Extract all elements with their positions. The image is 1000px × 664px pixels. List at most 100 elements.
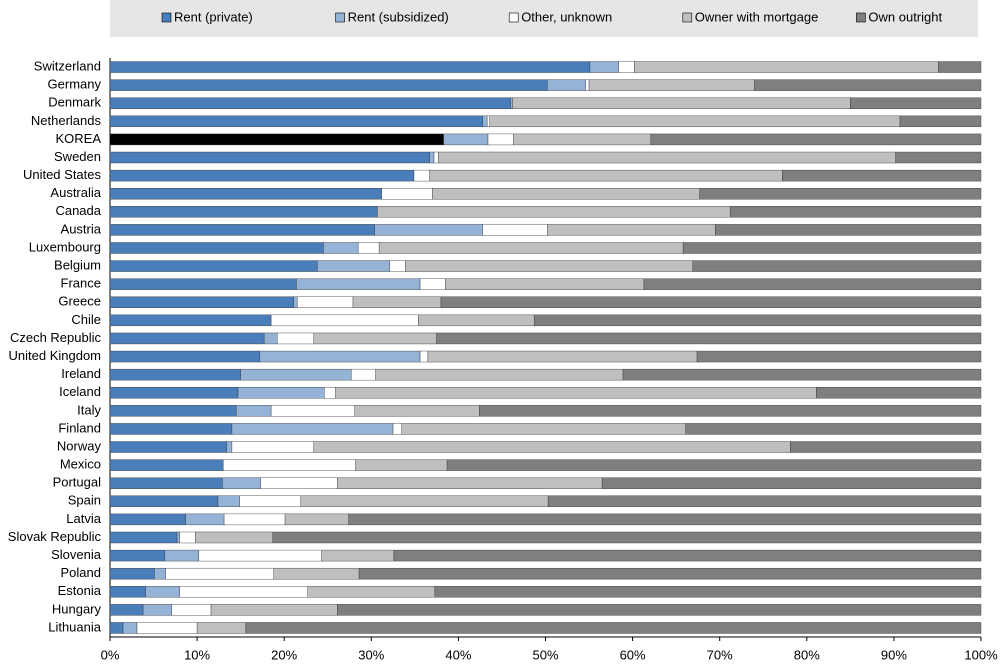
y-tick-label: Chile [71, 312, 101, 327]
bar-segment [109, 188, 382, 200]
bar-segment [782, 169, 982, 182]
bar-segment [109, 332, 265, 345]
bar-segment [297, 296, 354, 308]
bar-segment [239, 495, 301, 507]
bar-segment [375, 368, 624, 381]
bar-segment [547, 495, 982, 507]
bar-segment [223, 459, 356, 471]
bar-segment [109, 224, 375, 236]
bar-segment [729, 206, 982, 218]
y-tick-label: Denmark [48, 95, 101, 110]
bar-segment [696, 350, 982, 363]
y-tick-label: France [61, 276, 101, 291]
y-tick-label: Latvia [66, 511, 101, 526]
bar-segment [109, 423, 233, 435]
legend-label: Own outright [868, 9, 942, 24]
bar-segment [754, 79, 982, 91]
bar-segment [446, 459, 982, 471]
bar-segment [171, 604, 212, 616]
bar-segment [109, 169, 415, 182]
bar-segment [307, 586, 436, 598]
bar-segment [643, 278, 982, 290]
bar-segment [296, 278, 421, 290]
y-tick-label: Norway [57, 438, 102, 453]
bar-segment [405, 260, 693, 272]
bar-segment [263, 332, 278, 345]
y-tick-label: Belgium [54, 258, 101, 273]
bar-segment [358, 567, 982, 580]
bar-segment [433, 151, 439, 164]
bar-segment [337, 477, 603, 489]
legend-swatch [682, 12, 693, 23]
bar-segment [440, 296, 982, 308]
x-tick-label: 20% [271, 647, 297, 662]
bar-segment [313, 441, 791, 453]
bar-segment [109, 206, 378, 218]
bar-segment [377, 206, 731, 218]
legend-swatch [856, 12, 866, 23]
y-tick-label: Poland [61, 565, 101, 580]
legend-box [110, 0, 978, 37]
y-tick-label: KOREA [55, 131, 101, 146]
y-tick-label: Italy [77, 402, 101, 417]
bar-segment [588, 79, 755, 91]
bar-segment [512, 97, 851, 109]
bar-segment [482, 115, 488, 128]
bar-segment [533, 314, 982, 327]
bar-segment [109, 115, 483, 128]
bar-segment [179, 531, 196, 544]
bar-segment [260, 477, 338, 489]
bar-segment [277, 332, 315, 345]
bar-segment [374, 224, 483, 236]
legend-swatch [508, 12, 519, 23]
bar-segment [445, 278, 645, 290]
bar-segment [816, 387, 982, 399]
bar-segment [585, 79, 590, 91]
bar-segment [354, 405, 480, 417]
bar-segment [313, 332, 437, 345]
bar-segment [142, 604, 173, 616]
bar-segment [389, 260, 406, 272]
bar-segment [432, 188, 700, 200]
bar-segment [222, 477, 261, 489]
bar-segment [317, 260, 390, 272]
bar-segment [429, 151, 435, 164]
legend-label: Owner with mortgage [695, 9, 819, 24]
bar-segment [245, 622, 982, 634]
y-tick-label: Luxembourg [29, 239, 101, 254]
legend-swatch [161, 12, 172, 23]
bar-segment [109, 260, 318, 272]
y-tick-label: Finland [58, 420, 101, 435]
x-tick-label: 10% [184, 647, 210, 662]
bar-segment [489, 115, 901, 128]
bar-segment [355, 459, 448, 471]
x-tick-label: 100% [964, 647, 998, 662]
y-tick-label: Australia [50, 185, 101, 200]
bar-segment [272, 531, 982, 544]
bar-segment [348, 513, 982, 526]
bar-segment [634, 61, 939, 73]
bar-segment [392, 423, 402, 435]
bar-segment [938, 61, 982, 73]
bar-segment [419, 350, 429, 363]
x-tick-label: 80% [794, 647, 820, 662]
bar-segment [109, 387, 239, 399]
legend-label: Rent (private) [174, 9, 253, 24]
bar-segment [650, 133, 982, 146]
bar-segment [122, 622, 138, 634]
bar-segment [790, 441, 982, 453]
bar-segment [109, 513, 186, 526]
bar-segment [323, 242, 359, 254]
y-tick-label: Slovenia [51, 547, 102, 562]
bar-segment [510, 97, 513, 109]
bar-segment [351, 368, 376, 381]
y-tick-label: Hungary [52, 601, 102, 616]
bar-segment [300, 495, 549, 507]
bar-segment [284, 513, 349, 526]
bar-segment [337, 604, 982, 616]
bar-segment [164, 549, 200, 562]
bar-segment [145, 586, 180, 598]
bar-segment [622, 368, 982, 381]
y-tick-label: Slovak Republic [8, 529, 102, 544]
bar-segment [715, 224, 982, 236]
